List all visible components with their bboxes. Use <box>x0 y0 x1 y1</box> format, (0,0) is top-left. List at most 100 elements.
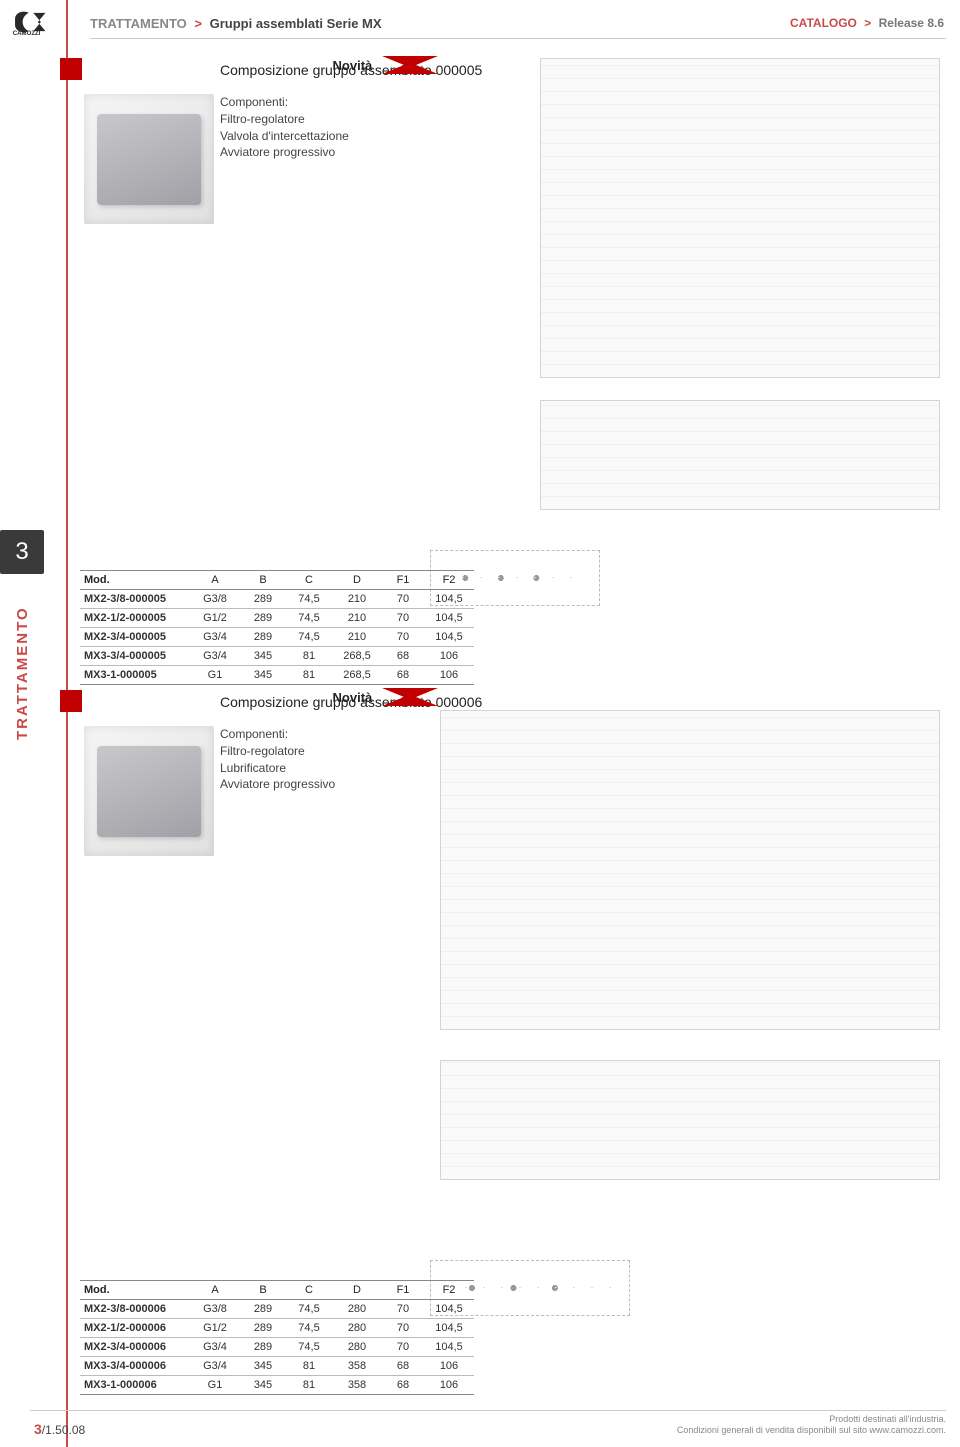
product-photo-1 <box>84 94 214 224</box>
component-line: Avviatore progressivo <box>220 144 349 161</box>
chevron-icon: > <box>194 16 202 31</box>
component-line: Filtro-regolatore <box>220 111 349 128</box>
breadcrumb-root: TRATTAMENTO <box>90 16 187 31</box>
table-cell: MX3-3/4-000006 <box>80 1357 190 1376</box>
table-cell: G1 <box>190 666 240 685</box>
novelty-badge: Novità <box>333 690 373 705</box>
table-cell: MX3-1-000006 <box>80 1376 190 1395</box>
section-marker-icon <box>60 58 82 80</box>
table-cell: 289 <box>240 1338 286 1357</box>
table-cell: MX2-3/4-000005 <box>80 628 190 647</box>
product-photo-2 <box>84 726 214 856</box>
table-row: MX3-1-000005G134581268,568106 <box>80 666 474 685</box>
table-cell: 68 <box>382 1357 424 1376</box>
table-cell: 268,5 <box>332 647 382 666</box>
table-header-cell: A <box>190 1281 240 1300</box>
table-cell: 345 <box>240 1357 286 1376</box>
table-cell: 358 <box>332 1376 382 1395</box>
table-row: MX3-1-000006G13458135868106 <box>80 1376 474 1395</box>
spec-table-1: Mod.ABCDF1F2MX2-3/8-000005G3/828974,5210… <box>80 570 474 685</box>
table-cell: 289 <box>240 1319 286 1338</box>
catalog-release: CATALOGO > Release 8.6 <box>790 16 944 30</box>
table-cell: 104,5 <box>424 590 474 609</box>
table-cell: 345 <box>240 647 286 666</box>
table-row: MX2-1/2-000005G1/228974,521070104,5 <box>80 609 474 628</box>
tech-drawing-2-side <box>440 1060 940 1180</box>
table-row: MX3-3/4-000006G3/43458135868106 <box>80 1357 474 1376</box>
page-number: 3/1.50.08 <box>34 1421 85 1437</box>
table-cell: 280 <box>332 1338 382 1357</box>
components-label: Componenti: <box>220 94 349 111</box>
svg-text:CAMOZZI: CAMOZZI <box>13 30 41 36</box>
table-cell: 289 <box>240 609 286 628</box>
vertical-accent-rule <box>66 0 68 1447</box>
section1-components: Componenti: Filtro-regolatore Valvola d'… <box>220 94 349 161</box>
footer-legal: Prodotti destinati all'industria. Condiz… <box>677 1414 946 1437</box>
footer-line: Condizioni generali di vendita disponibi… <box>677 1425 946 1437</box>
tech-drawing-1-main <box>540 58 940 378</box>
chapter-number: 3 <box>15 538 28 566</box>
table-header-cell: F1 <box>382 1281 424 1300</box>
table-cell: 106 <box>424 1357 474 1376</box>
table-cell: 70 <box>382 1300 424 1319</box>
component-line: Filtro-regolatore <box>220 743 335 760</box>
table-header-cell: Mod. <box>80 1281 190 1300</box>
table-cell: 74,5 <box>286 609 332 628</box>
table-cell: 70 <box>382 609 424 628</box>
spec-table-2: Mod.ABCDF1F2MX2-3/8-000006G3/828974,5280… <box>80 1280 474 1395</box>
table-header-cell: D <box>332 571 382 590</box>
table-cell: MX2-1/2-000006 <box>80 1319 190 1338</box>
table-cell: 106 <box>424 1376 474 1395</box>
table-cell: 81 <box>286 666 332 685</box>
table-cell: G3/4 <box>190 1357 240 1376</box>
table-row: MX2-1/2-000006G1/228974,528070104,5 <box>80 1319 474 1338</box>
table-cell: G3/8 <box>190 1300 240 1319</box>
table-cell: 74,5 <box>286 628 332 647</box>
table-cell: MX3-1-000005 <box>80 666 190 685</box>
divider <box>30 1410 946 1411</box>
table-header-cell: D <box>332 1281 382 1300</box>
table-cell: 70 <box>382 590 424 609</box>
release-value: Release 8.6 <box>879 16 944 30</box>
table-cell: G3/4 <box>190 628 240 647</box>
table-cell: 280 <box>332 1300 382 1319</box>
table-cell: 81 <box>286 1376 332 1395</box>
novelty-badge: Novità <box>333 58 373 73</box>
table-header-cell: F2 <box>424 571 474 590</box>
table-header-cell: F1 <box>382 571 424 590</box>
table-cell: 81 <box>286 1357 332 1376</box>
table-cell: 104,5 <box>424 628 474 647</box>
catalog-label: CATALOGO <box>790 16 857 30</box>
table-header-cell: B <box>240 1281 286 1300</box>
table-cell: G1/2 <box>190 1319 240 1338</box>
table-cell: G3/4 <box>190 647 240 666</box>
table-cell: MX2-1/2-000005 <box>80 609 190 628</box>
component-line: Valvola d'intercettazione <box>220 128 349 145</box>
table-cell: G1/2 <box>190 609 240 628</box>
breadcrumb: TRATTAMENTO > Gruppi assemblati Serie MX <box>90 16 382 31</box>
table-cell: 68 <box>382 666 424 685</box>
breadcrumb-leaf: Gruppi assemblati Serie MX <box>210 16 382 31</box>
table-row: MX2-3/4-000005G3/428974,521070104,5 <box>80 628 474 647</box>
table-cell: 104,5 <box>424 609 474 628</box>
table-header-cell: A <box>190 571 240 590</box>
table-cell: 106 <box>424 666 474 685</box>
page-chapter: 3 <box>34 1421 42 1437</box>
table-cell: G3/8 <box>190 590 240 609</box>
tech-drawing-1-side <box>540 400 940 510</box>
table-header-cell: F2 <box>424 1281 474 1300</box>
table-cell: 289 <box>240 628 286 647</box>
table-cell: 68 <box>382 1376 424 1395</box>
table-cell: 104,5 <box>424 1319 474 1338</box>
table-cell: 104,5 <box>424 1338 474 1357</box>
table-cell: 104,5 <box>424 1300 474 1319</box>
sidebar-section-name: TRATTAMENTO <box>14 606 31 740</box>
component-line: Lubrificatore <box>220 760 335 777</box>
table-cell: 345 <box>240 666 286 685</box>
table-cell: 289 <box>240 1300 286 1319</box>
page-rest: /1.50.08 <box>42 1423 85 1437</box>
table-cell: 70 <box>382 1319 424 1338</box>
tech-drawing-2-main <box>440 710 940 1030</box>
section-marker-icon <box>60 690 82 712</box>
components-label: Componenti: <box>220 726 335 743</box>
